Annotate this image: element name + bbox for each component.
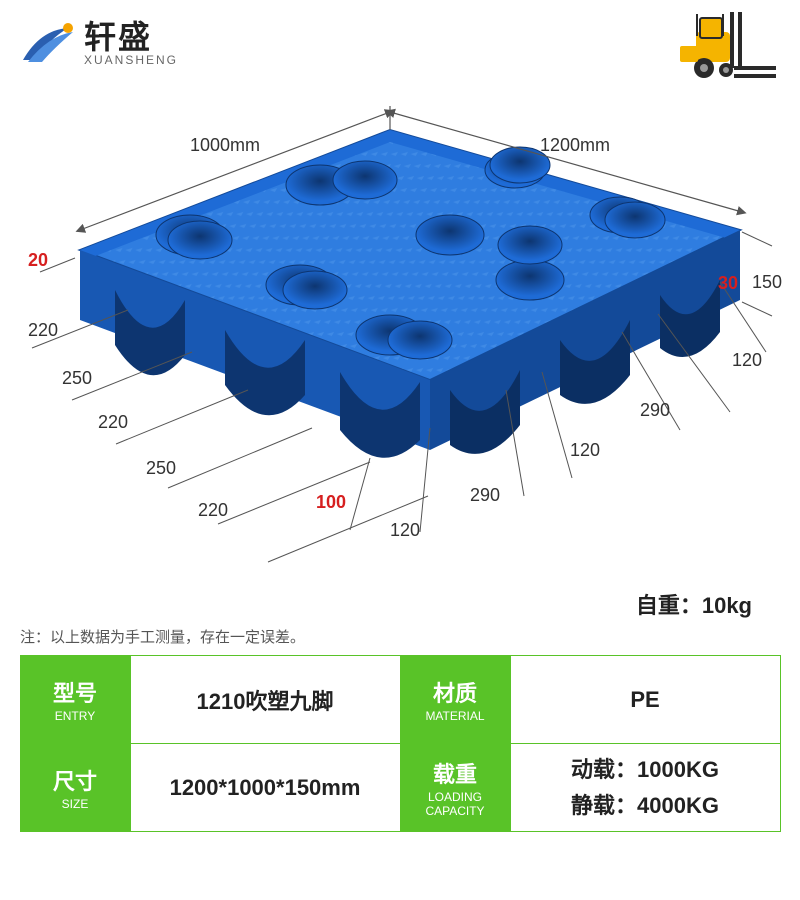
dim-right-1: 290 xyxy=(640,400,670,421)
product-diagram: 1000mm 1200mm 20 30 150 220 250 220 250 … xyxy=(20,100,780,620)
brand-logo: 轩盛 XUANSHENG xyxy=(18,18,178,70)
forklift-icon xyxy=(660,8,780,88)
pallet-illustration xyxy=(20,100,780,620)
spec-material-header: 材质 MATERIAL xyxy=(400,656,510,744)
spec-table: 型号 ENTRY 1210吹塑九脚 材质 MATERIAL PE 尺寸 SIZE… xyxy=(20,655,781,832)
brand-name-cn: 轩盛 xyxy=(84,21,178,53)
spec-entry-value: 1210吹塑九脚 xyxy=(130,656,400,744)
dim-length-top: 1200mm xyxy=(540,135,610,156)
dim-edge-left: 20 xyxy=(28,250,48,271)
spec-loading-value: 动载：1000KG 静载：4000KG xyxy=(510,744,780,832)
spec-material-value: PE xyxy=(510,656,780,744)
dim-left-3: 250 xyxy=(146,458,176,479)
dim-right-0: 120 xyxy=(732,350,762,371)
dim-gap-red: 100 xyxy=(316,492,346,513)
spec-entry-header: 型号 ENTRY xyxy=(20,656,130,744)
dim-right-4: 120 xyxy=(390,520,420,541)
dim-right-3: 290 xyxy=(470,485,500,506)
spec-loading-header: 载重 LOADING CAPACITY xyxy=(400,744,510,832)
dim-edge-right: 30 xyxy=(718,273,738,294)
dim-height: 150 xyxy=(752,272,782,293)
dim-left-4: 220 xyxy=(198,500,228,521)
measurement-note: 注：以上数据为手工测量，存在一定误差。 xyxy=(0,620,800,655)
dim-left-2: 220 xyxy=(98,412,128,433)
self-weight: 自重：10kg xyxy=(636,588,752,620)
spec-size-value: 1200*1000*150mm xyxy=(130,744,400,832)
logo-mark-icon xyxy=(18,18,78,70)
dim-width-top: 1000mm xyxy=(190,135,260,156)
spec-size-header: 尺寸 SIZE xyxy=(20,744,130,832)
header: 轩盛 XUANSHENG xyxy=(0,0,800,100)
brand-name-en: XUANSHENG xyxy=(84,53,178,67)
dim-left-0: 220 xyxy=(28,320,58,341)
dim-left-1: 250 xyxy=(62,368,92,389)
dim-right-2: 120 xyxy=(570,440,600,461)
